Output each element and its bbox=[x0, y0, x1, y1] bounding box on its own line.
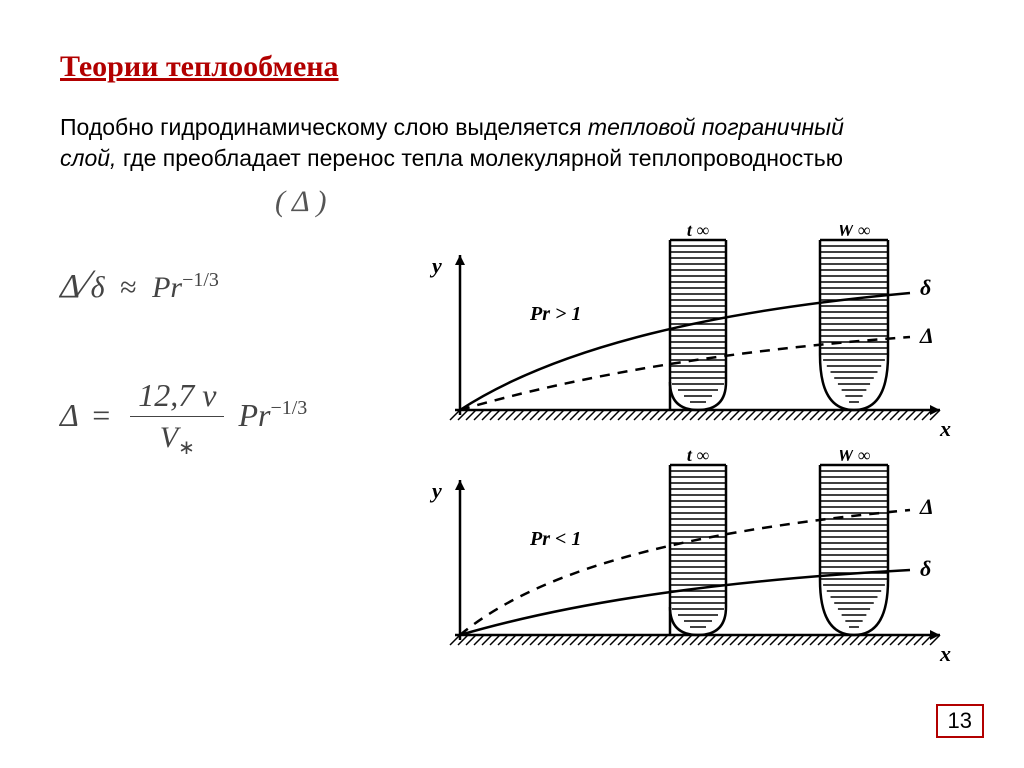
eq2-fraction: 12,7 ν V∗ bbox=[130, 377, 224, 460]
eq1-delta: δ bbox=[91, 271, 105, 304]
para-post: где преобладает перенос тепла молекулярн… bbox=[116, 145, 843, 171]
eq2-exp: −1/3 bbox=[270, 397, 307, 419]
eq2-denominator: V∗ bbox=[130, 417, 224, 460]
svg-text:t ∞: t ∞ bbox=[687, 450, 710, 465]
eq2-V: V bbox=[160, 421, 178, 454]
equations-block: Δ⁄δ ≈ Pr−1/3 Δ = 12,7 ν V∗ Pr−1/3 bbox=[60, 260, 380, 460]
svg-text:Pr < 1: Pr < 1 bbox=[529, 528, 581, 550]
eq1-approx: ≈ bbox=[112, 271, 144, 304]
eq1-Pr: Pr bbox=[152, 271, 182, 304]
svg-text:Δ: Δ bbox=[919, 494, 934, 519]
slide-title: Теории теплообмена bbox=[60, 50, 964, 84]
svg-text:y: y bbox=[429, 478, 442, 503]
svg-text:t ∞: t ∞ bbox=[687, 225, 710, 240]
svg-text:x: x bbox=[939, 641, 951, 666]
svg-text:δ: δ bbox=[920, 275, 931, 300]
intro-paragraph: Подобно гидродинамическому слою выделяет… bbox=[60, 112, 860, 174]
boundary-layer-diagrams: yxPr > 1δΔt ∞W ∞ yxPr < 1Δδt ∞W ∞ bbox=[400, 225, 960, 675]
equation-2: Δ = 12,7 ν V∗ Pr−1/3 bbox=[60, 377, 380, 460]
eq2-numerator: 12,7 ν bbox=[130, 377, 224, 417]
svg-text:Pr > 1: Pr > 1 bbox=[529, 303, 581, 325]
svg-text:W ∞: W ∞ bbox=[837, 450, 870, 465]
para-pre: Подобно гидродинамическому слою выделяет… bbox=[60, 114, 588, 140]
svg-text:y: y bbox=[429, 253, 442, 278]
delta-inline-symbol: ( Δ ) bbox=[275, 185, 327, 219]
equation-1: Δ⁄δ ≈ Pr−1/3 bbox=[60, 260, 380, 307]
eq2-Pr: Pr bbox=[238, 397, 270, 433]
eq1-exp: −1/3 bbox=[182, 269, 219, 291]
diagram-pr-lt-1: y x Pr < 1 Δδ t ∞ W ∞ bbox=[400, 450, 960, 675]
eq2-star: ∗ bbox=[178, 437, 195, 459]
svg-text:Δ: Δ bbox=[919, 323, 934, 348]
eq1-slash: ⁄ bbox=[80, 261, 91, 306]
svg-text:x: x bbox=[939, 416, 951, 441]
svg-text:W ∞: W ∞ bbox=[837, 225, 870, 240]
page-number: 13 bbox=[936, 704, 984, 738]
eq2-Delta: Δ bbox=[60, 397, 78, 433]
diagram-pr-gt-1: y x Pr > 1 δΔt ∞ W ∞ bbox=[400, 225, 960, 450]
svg-text:δ: δ bbox=[920, 556, 931, 581]
eq2-eq: = bbox=[86, 397, 116, 433]
eq1-Delta: Δ bbox=[60, 268, 80, 305]
